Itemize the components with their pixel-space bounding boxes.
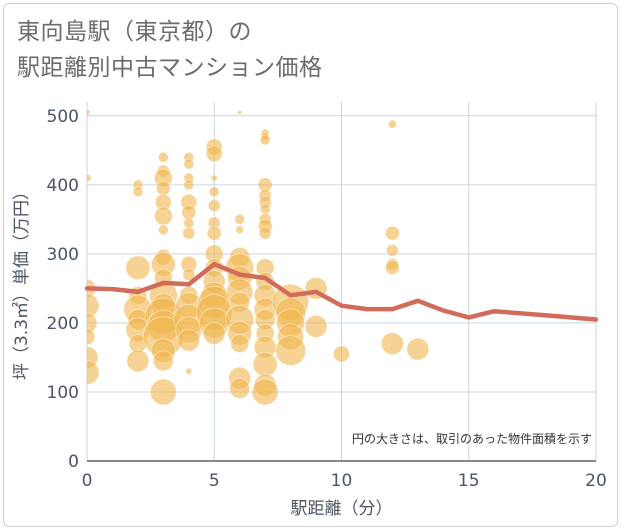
bubble-point-65: [202, 321, 226, 345]
bubble-point-76: [230, 334, 250, 354]
bubble-point-38: [183, 179, 195, 191]
bubble-point-96: [252, 351, 278, 377]
bubble-point-36: [183, 158, 195, 170]
title-line-2: 駅距離別中古マンション価格: [17, 55, 323, 81]
x-tick-label-2: 10: [331, 471, 353, 491]
bubble-point-98: [251, 378, 279, 406]
x-tick-label-4: 20: [585, 471, 607, 491]
x-tick-label-0: 0: [82, 471, 93, 491]
bubble-point-66: [237, 109, 243, 115]
x-tick-label-1: 5: [209, 471, 220, 491]
bubble-point-10: [125, 255, 151, 281]
y-tick-label-2: 200: [47, 314, 79, 334]
y-tick-label-4: 400: [47, 176, 79, 196]
bubble-point-41: [183, 217, 195, 229]
average-price-line: [84, 261, 599, 322]
chart-card: [3, 3, 618, 527]
bubble-point-22: [153, 206, 173, 226]
bubble-point-103: [275, 335, 307, 366]
x-axis-title: 駅距離（分）: [291, 499, 393, 519]
bubble-point-7: [87, 360, 100, 386]
bubble-point-109: [385, 244, 399, 257]
bubble-point-112: [380, 332, 404, 356]
bubble-point-49: [177, 328, 201, 352]
bubble-point-1: [87, 173, 92, 183]
y-axis-title: 坪（3.3㎡）単価（万円）: [12, 183, 32, 380]
bubble-point-17: [157, 151, 169, 163]
y-tick-label-3: 300: [47, 245, 79, 265]
bubble-point-42: [182, 226, 196, 240]
title-line-1: 東向島駅（東京都）の: [17, 19, 252, 45]
bubble-point-33: [152, 350, 174, 372]
bubble-point-55: [207, 199, 221, 212]
bubble-point-52: [205, 145, 223, 163]
chart-title: 東向島駅（東京都）の 駅距離別中古マンション価格: [17, 14, 323, 86]
bubble-point-107: [387, 119, 397, 129]
bubble-point-3: [87, 293, 100, 319]
bubble-point-57: [206, 225, 222, 241]
average-line-series: [84, 261, 599, 322]
bubble-point-88: [258, 226, 272, 240]
bubble-point-113: [406, 337, 430, 361]
y-tick-label-1: 100: [47, 383, 79, 403]
bubble-point-0: [87, 108, 91, 116]
bubble-point-53: [210, 174, 218, 182]
bubble-point-40: [181, 205, 197, 220]
bubble-point-81: [259, 134, 271, 146]
bubble-point-50: [185, 367, 193, 375]
bubble-point-20: [155, 180, 171, 196]
bubble-point-85: [259, 203, 271, 215]
bubble-point-23: [157, 224, 169, 236]
bubble-point-34: [149, 378, 177, 406]
bubble-point-78: [229, 378, 251, 399]
bubble-point-4: [87, 312, 98, 334]
bubble-point-67: [234, 213, 246, 225]
y-tick-label-0: 0: [68, 452, 79, 472]
y-tick-label-5: 500: [47, 107, 79, 127]
bubble-point-5: [87, 328, 96, 346]
bubble-series: [87, 108, 430, 406]
bubble-point-54: [208, 186, 220, 198]
bubble-point-111: [384, 260, 400, 276]
bubble-point-106: [333, 345, 350, 363]
bubble-point-68: [235, 225, 245, 235]
size-legend-note: 円の大きさは、取引のあった物件面積を示す: [352, 431, 592, 446]
bubble-point-16: [126, 349, 150, 373]
bubble-point-9: [132, 186, 144, 198]
bubble-point-105: [304, 314, 328, 338]
bubble-point-108: [384, 225, 400, 241]
x-tick-label-3: 15: [458, 471, 480, 491]
bubble-point-44: [182, 268, 196, 281]
